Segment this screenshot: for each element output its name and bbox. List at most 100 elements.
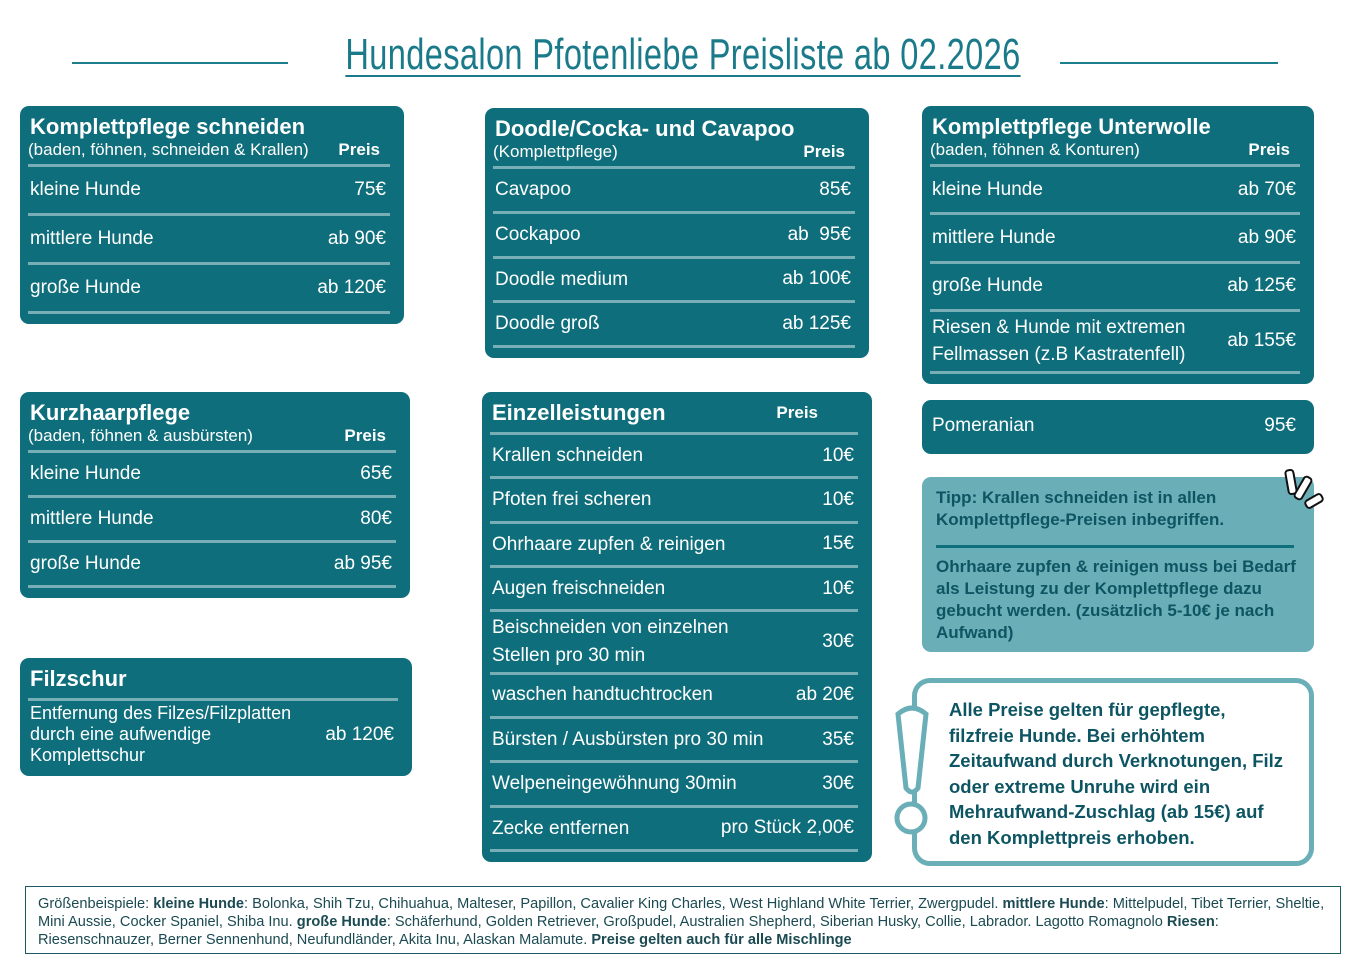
price: 65€ <box>360 463 392 484</box>
footer-text: : Mittelpudel, Tibet Terrier, Sheltie, M… <box>38 896 1325 930</box>
card-title: Filzschur <box>30 666 127 691</box>
price-card: Doodle/Cocka- und Cavapoo (Komplettpflege… <box>485 108 869 358</box>
price-row: mittlere Hunde ab 90€ <box>930 215 1300 264</box>
price-row: mittlere Hunde 80€ <box>28 498 396 543</box>
price: pro Stück 2,00€ <box>720 817 854 839</box>
price-rows: Cavapoo 85€ Cockapoo ab 95€ Doodle medium ab … <box>493 166 855 348</box>
price-header: Preis <box>776 403 818 422</box>
price-row: große Hunde ab 120€ <box>28 265 390 314</box>
price-row: Zecke entfernen pro Stück 2,00€ <box>490 808 858 852</box>
footer-text: mittlere Hunde <box>1002 896 1105 912</box>
price: ab 95€ <box>333 553 392 574</box>
service-name: kleine Hunde <box>932 178 1043 200</box>
price-row: Doodle groß ab 125€ <box>493 303 855 348</box>
price-rows: kleine Hunde ab 70€ mittlere Hunde ab 90€ gr… <box>930 164 1300 374</box>
price-row: Entfernung des Filzes/Filzplatten durch … <box>28 701 398 768</box>
price-row: kleine Hunde 65€ <box>28 453 396 498</box>
price: 15€ <box>822 533 854 555</box>
service-name: Riesen & Hunde mit extremen Fellmassen (… <box>932 316 1186 366</box>
price-row: kleine Hunde 75€ <box>28 167 390 216</box>
price: 95€ <box>1264 415 1296 436</box>
price: ab 100€ <box>782 268 851 290</box>
card-subtitle: (baden, föhnen & Konturen) <box>930 140 1140 159</box>
price: ab 70€ <box>1237 178 1296 200</box>
service-name: mittlere Hunde <box>30 508 154 530</box>
service-name: Cavapoo <box>495 179 572 201</box>
notice-text: Alle Preise gelten für gepflegte, filzfr… <box>949 699 1284 848</box>
service-name: Ohrhaare zupfen & reinigen <box>492 533 726 555</box>
price-header: Preis <box>344 426 386 445</box>
card-subtitle-row: (baden, föhnen & ausbürsten) Preis <box>28 426 396 450</box>
footer-text: kleine Hunde <box>153 896 245 912</box>
footer-text: große Hunde <box>296 914 387 930</box>
service-name: Welpeneingewöhnung 30min <box>492 773 737 795</box>
price: 10€ <box>822 489 854 511</box>
price-header: Preis <box>1248 140 1290 159</box>
price-header: Preis <box>803 142 845 161</box>
price-rows: Pomeranian 95€ <box>930 408 1300 444</box>
service-name: Doodle groß <box>495 313 600 335</box>
price-row: Cavapoo 85€ <box>493 169 855 214</box>
service-name: mittlere Hunde <box>30 228 154 250</box>
price: ab 120€ <box>325 723 394 745</box>
price-rows: kleine Hunde 75€ mittlere Hunde ab 90€ große… <box>28 164 390 314</box>
card-title: Doodle/Cocka- und Cavapoo <box>495 116 795 141</box>
price: ab 90€ <box>1237 226 1296 248</box>
price: ab 20€ <box>795 684 854 706</box>
service-name: Entfernung des Filzes/Filzplatten durch … <box>30 703 292 765</box>
price: ab 155€ <box>1227 330 1296 352</box>
price-rows: kleine Hunde 65€ mittlere Hunde 80€ große Hu… <box>28 450 396 588</box>
page-title: Hundesalon Pfotenliebe Preisliste ab 02.… <box>345 30 1021 79</box>
footer-text: Größenbeispiele: <box>38 896 154 912</box>
service-name: große Hunde <box>30 553 141 575</box>
footer-text: : Schäferhund, Golden Retriever, Großpud… <box>386 914 1167 930</box>
service-name: kleine Hunde <box>30 179 141 201</box>
price: 10€ <box>822 577 854 599</box>
card-header: Einzelleistungen Preis <box>490 400 858 432</box>
price: 85€ <box>819 178 851 200</box>
service-name: große Hunde <box>932 275 1043 297</box>
card-title: Komplettpflege Unterwolle <box>932 114 1211 139</box>
exclamation-icon <box>894 705 929 835</box>
price: 35€ <box>822 728 854 750</box>
price-card: Einzelleistungen Preis Krallen schneiden 10… <box>482 392 872 862</box>
card-subtitle: (baden, föhnen, schneiden & Krallen) <box>28 140 309 159</box>
price-row: kleine Hunde ab 70€ <box>930 167 1300 216</box>
service-name: Bürsten / Ausbürsten pro 30 min <box>492 728 764 750</box>
price: ab 125€ <box>782 313 851 335</box>
card-subtitle-row: (baden, föhnen, schneiden & Krallen) Prei… <box>28 140 390 164</box>
title-rule <box>72 62 288 64</box>
notice-box: Alle Preise gelten für gepflegte, filzfr… <box>912 678 1314 866</box>
price: ab 95€ <box>787 223 851 245</box>
card-title: Kurzhaarpflege <box>30 400 191 425</box>
price: 30€ <box>822 630 854 652</box>
price-row: große Hunde ab 125€ <box>930 264 1300 312</box>
price-row: mittlere Hunde ab 90€ <box>28 216 390 265</box>
price-row: Cockapoo ab 95€ <box>493 214 855 259</box>
price-row: Welpeneingewöhnung 30min 30€ <box>490 763 858 808</box>
price-row: Bürsten / Ausbürsten pro 30 min 35€ <box>490 719 858 764</box>
card-subtitle: (baden, föhnen & ausbürsten) <box>28 426 253 445</box>
card-subtitle-row: (baden, föhnen & Konturen) Preis <box>930 140 1300 164</box>
price: ab 125€ <box>1227 275 1296 297</box>
price-row: Doodle medium ab 100€ <box>493 259 855 304</box>
tip-text: Ohrhaare zupfen & reinigen muss bei Beda… <box>936 557 1296 642</box>
service-name: waschen handtuchtrocken <box>492 684 713 706</box>
price: ab 90€ <box>327 228 386 249</box>
tip-box: Tipp: Krallen schneiden ist in allen Kom… <box>922 477 1314 652</box>
card-subtitle: (Komplettpflege) <box>493 142 618 161</box>
service-name: Cockapoo <box>495 223 581 245</box>
price: ab 120€ <box>317 277 386 298</box>
price: 80€ <box>360 508 392 529</box>
service-name: Pomeranian <box>932 415 1035 437</box>
price-rows: Krallen schneiden 10€ Pfoten frei scheren 1… <box>490 432 858 852</box>
tip-text: Tipp: Krallen schneiden ist in allen Kom… <box>936 488 1225 529</box>
price-row: große Hunde ab 95€ <box>28 543 396 588</box>
card-subtitle-row: (Komplettpflege) Preis <box>493 142 855 166</box>
service-name: mittlere Hunde <box>932 227 1056 249</box>
title-rule <box>1060 62 1278 64</box>
service-name: Krallen schneiden <box>492 444 644 466</box>
footer-text: : Riesenschnauzer, Berner Sennenhund, Ne… <box>38 914 1219 948</box>
footer-text: Riesen <box>1166 914 1215 930</box>
